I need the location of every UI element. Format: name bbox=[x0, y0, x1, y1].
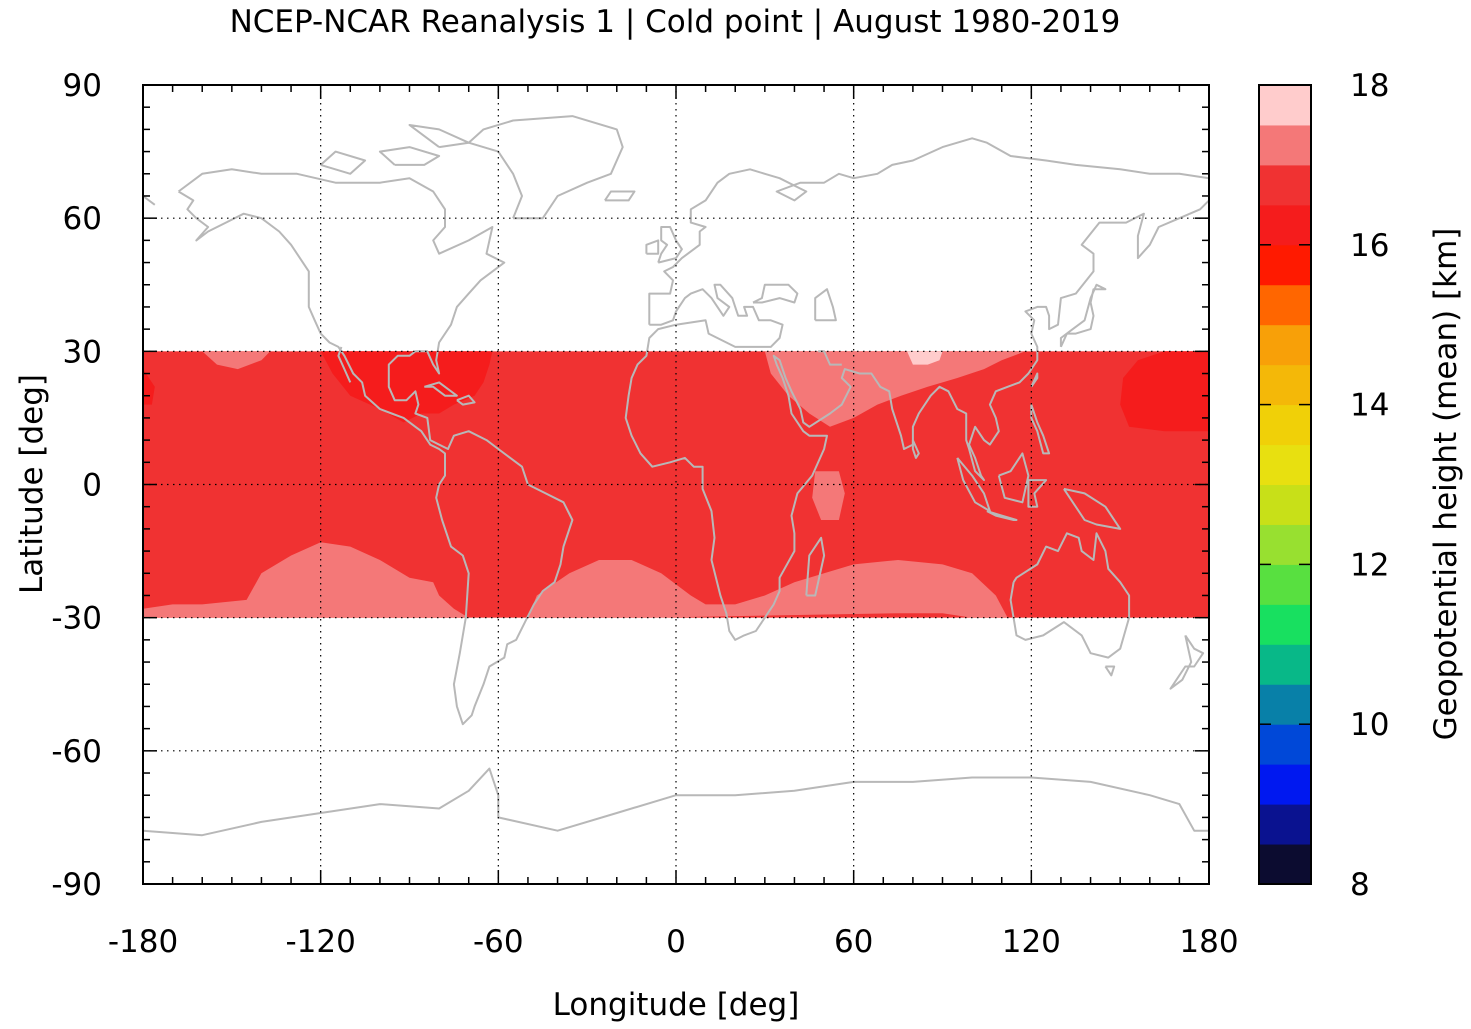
region-tibet-core bbox=[907, 351, 943, 365]
colorbar-level bbox=[1259, 524, 1311, 565]
y-tick-label: -60 bbox=[51, 734, 102, 770]
colorbar-level bbox=[1259, 804, 1311, 845]
colorbar-tick-label: 14 bbox=[1350, 388, 1389, 424]
colorbar-level bbox=[1259, 444, 1311, 485]
coastline-6 bbox=[320, 150, 367, 175]
x-tick-label: -180 bbox=[108, 924, 178, 960]
coastlines bbox=[142, 115, 1210, 837]
colorbar-level bbox=[1259, 684, 1311, 725]
colorbar-tick-label: 16 bbox=[1350, 228, 1389, 264]
colorbar-level bbox=[1259, 724, 1311, 765]
colorbar-level bbox=[1259, 204, 1311, 246]
colorbar-level bbox=[1259, 764, 1311, 805]
colorbar-level bbox=[1259, 564, 1311, 605]
coastline-14 bbox=[752, 283, 799, 304]
y-tick-label: 90 bbox=[63, 68, 102, 104]
coastline-29 bbox=[1030, 372, 1039, 388]
coastline-18 bbox=[911, 439, 920, 459]
coastline-8 bbox=[604, 190, 636, 202]
coastline-15 bbox=[814, 288, 837, 322]
colorbar-level bbox=[1259, 364, 1311, 406]
chart-title: NCEP-NCAR Reanalysis 1 | Cold point | Au… bbox=[230, 4, 1121, 40]
coastline-23 bbox=[1030, 404, 1051, 455]
region-north-central-pacific bbox=[202, 351, 271, 370]
coastline-26 bbox=[1104, 665, 1116, 677]
plot-frame bbox=[142, 84, 1210, 885]
x-tick-label: -120 bbox=[285, 924, 355, 960]
x-tick-label: 180 bbox=[1179, 924, 1238, 960]
coastline-22 bbox=[1027, 479, 1048, 508]
coastline-4 bbox=[467, 115, 624, 220]
y-tick-label: -30 bbox=[51, 601, 102, 637]
coastline-27 bbox=[1169, 634, 1205, 690]
x-axis-label: Longitude [deg] bbox=[553, 987, 800, 1023]
region-gulf-of-mexico bbox=[320, 351, 493, 423]
colorbar-level bbox=[1259, 124, 1311, 166]
region-arabia-south-asia bbox=[764, 351, 1026, 427]
y-tick-label: 0 bbox=[82, 468, 102, 504]
colorbar-tick-label: 18 bbox=[1350, 68, 1389, 104]
y-tick-label: 30 bbox=[63, 334, 102, 370]
colorbar-tick-label: 12 bbox=[1350, 547, 1389, 583]
colorbar bbox=[1258, 84, 1312, 885]
colorbar-level bbox=[1259, 644, 1311, 685]
coastline-17 bbox=[805, 536, 826, 597]
coastline-1 bbox=[337, 346, 352, 383]
coastline-25 bbox=[1009, 532, 1131, 659]
y-tick-labels: 90 60 30 0 -30 -60 -90 bbox=[51, 68, 102, 903]
colorbar-level bbox=[1259, 404, 1311, 446]
coastline-30 bbox=[142, 767, 1209, 837]
grid-lines bbox=[143, 85, 1209, 884]
x-tick-label: 60 bbox=[834, 924, 873, 960]
colorbar-level bbox=[1259, 844, 1311, 885]
coastline-0 bbox=[177, 168, 574, 726]
colorbar-level bbox=[1259, 244, 1311, 286]
region-southern-atlantic-indian-band bbox=[527, 560, 1008, 618]
x-tick-label: 120 bbox=[1002, 924, 1061, 960]
coastline-13 bbox=[624, 199, 1210, 641]
colorbar-level bbox=[1259, 484, 1311, 525]
coastline-10 bbox=[645, 239, 660, 255]
colorbar-level bbox=[1259, 604, 1311, 645]
coastline-20 bbox=[986, 510, 1018, 521]
coastline-21 bbox=[997, 452, 1030, 504]
coastline-5 bbox=[378, 146, 441, 166]
coastline-12 bbox=[142, 195, 156, 206]
colorbar-level bbox=[1259, 324, 1311, 366]
y-axis-label: Latitude [deg] bbox=[14, 374, 50, 594]
y-tick-label: 60 bbox=[63, 201, 102, 237]
coastline-24 bbox=[1063, 487, 1122, 530]
coastline-28 bbox=[1059, 283, 1107, 348]
region-southern-pacific-band bbox=[143, 542, 469, 618]
colorbar-level bbox=[1259, 85, 1311, 126]
region-northwest-pacific bbox=[1120, 351, 1209, 432]
colorbar-label: Geopotential height (mean) [km] bbox=[1428, 228, 1464, 741]
colorbar-frame bbox=[1258, 84, 1312, 885]
colorbar-tick-label: 8 bbox=[1350, 867, 1370, 903]
colorbar-level bbox=[1259, 284, 1311, 326]
x-tick-label: 0 bbox=[666, 924, 686, 960]
x-tick-labels: -180 -120 -60 0 60 120 180 bbox=[108, 924, 1239, 960]
colorbar-tick-label: 10 bbox=[1350, 707, 1389, 743]
coastline-7 bbox=[408, 124, 470, 149]
x-tick-label: -60 bbox=[473, 924, 524, 960]
colorbar-tick-labels: 18 16 14 12 10 8 bbox=[1350, 68, 1389, 903]
coastline-2 bbox=[424, 381, 458, 397]
region-indian-ocean-equatorial bbox=[812, 471, 845, 520]
colorbar-level bbox=[1259, 164, 1311, 206]
coastline-3 bbox=[456, 394, 476, 406]
y-tick-label: -90 bbox=[51, 867, 102, 903]
coastline-11 bbox=[648, 137, 1210, 325]
coastline-9 bbox=[657, 226, 683, 264]
